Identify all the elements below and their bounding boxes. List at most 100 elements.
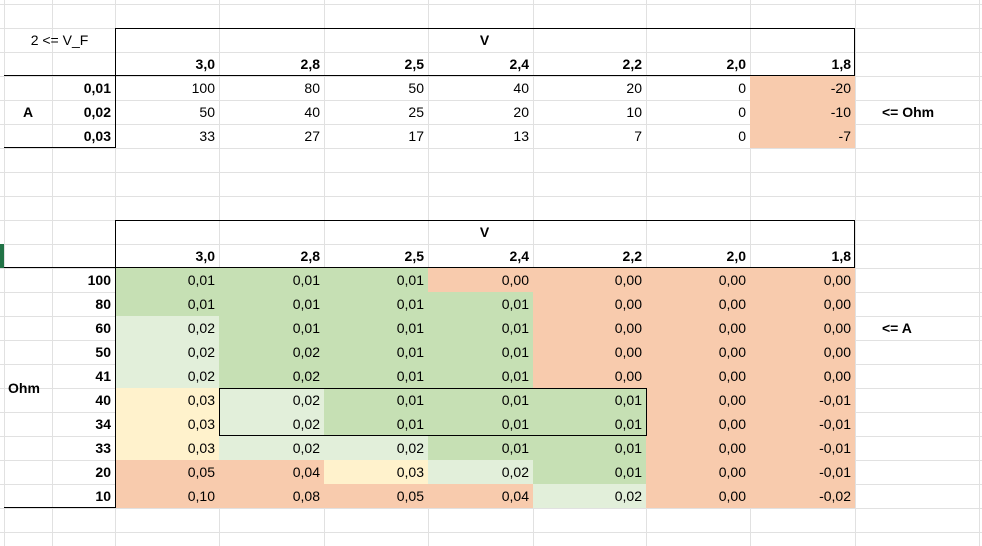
bottom-v-header[interactable]: V <box>115 220 854 244</box>
bottom-data-cell[interactable]: 0,03 <box>324 460 428 484</box>
bottom-col-header[interactable]: 2,5 <box>404 248 424 264</box>
bottom-side-note[interactable]: <= A <box>882 320 912 336</box>
bottom-data-cell[interactable]: 0,02 <box>115 340 219 364</box>
bottom-data-cell[interactable]: 0,01 <box>428 412 533 436</box>
bottom-row-label[interactable]: 40 <box>95 392 111 408</box>
top-data-cell[interactable]: 0 <box>738 104 746 120</box>
bottom-row-axis-label[interactable]: Ohm <box>8 380 40 396</box>
top-side-note[interactable]: <= Ohm <box>882 104 935 120</box>
bottom-data-cell[interactable]: 0,02 <box>115 364 219 388</box>
bottom-data-cell[interactable]: -0,01 <box>750 460 855 484</box>
bottom-data-cell[interactable]: 0,01 <box>533 388 646 412</box>
bottom-data-cell[interactable]: 0,00 <box>750 340 855 364</box>
bottom-data-cell[interactable]: 0,00 <box>428 268 533 292</box>
bottom-col-header[interactable]: 2,2 <box>622 248 642 264</box>
bottom-data-cell[interactable]: 0,01 <box>115 268 219 292</box>
bottom-data-cell[interactable]: 0,02 <box>219 388 324 412</box>
bottom-data-cell[interactable]: 0,02 <box>324 436 428 460</box>
bottom-data-cell[interactable]: 0,01 <box>324 340 428 364</box>
bottom-data-cell[interactable]: 0,02 <box>219 412 324 436</box>
top-data-cell[interactable]: 10 <box>626 104 642 120</box>
top-col-header[interactable]: 1,8 <box>831 56 851 72</box>
bottom-data-cell[interactable]: 0,00 <box>533 268 646 292</box>
top-data-cell[interactable]: 17 <box>408 128 424 144</box>
bottom-data-cell[interactable]: 0,05 <box>115 460 219 484</box>
top-data-cell[interactable]: 50 <box>408 80 424 96</box>
bottom-row-label[interactable]: 10 <box>95 488 111 504</box>
bottom-data-cell[interactable]: -0,02 <box>750 484 855 508</box>
bottom-data-cell[interactable]: 0,00 <box>646 364 750 388</box>
bottom-data-cell[interactable]: 0,00 <box>646 412 750 436</box>
bottom-data-cell[interactable]: 0,02 <box>219 364 324 388</box>
bottom-data-cell[interactable]: 0,01 <box>428 388 533 412</box>
bottom-data-cell[interactable]: 0,03 <box>115 388 219 412</box>
bottom-data-cell[interactable]: 0,00 <box>533 364 646 388</box>
bottom-data-cell[interactable]: 0,00 <box>533 292 646 316</box>
bottom-data-cell[interactable]: 0,00 <box>646 292 750 316</box>
bottom-data-cell[interactable]: 0,01 <box>428 292 533 316</box>
bottom-data-cell[interactable]: -0,01 <box>750 436 855 460</box>
bottom-data-cell[interactable]: 0,00 <box>750 316 855 340</box>
top-data-cell[interactable]: 13 <box>513 128 529 144</box>
bottom-row-label[interactable]: 50 <box>95 344 111 360</box>
bottom-data-cell[interactable]: 0,02 <box>219 436 324 460</box>
bottom-data-cell[interactable]: 0,02 <box>219 340 324 364</box>
bottom-data-cell[interactable]: 0,01 <box>533 412 646 436</box>
top-data-cell[interactable]: 33 <box>199 128 215 144</box>
bottom-data-cell[interactable]: 0,01 <box>428 316 533 340</box>
bottom-data-cell[interactable]: 0,02 <box>533 484 646 508</box>
bottom-data-cell[interactable]: 0,05 <box>324 484 428 508</box>
bottom-data-cell[interactable]: 0,01 <box>324 316 428 340</box>
bottom-data-cell[interactable]: 0,00 <box>533 340 646 364</box>
top-col-header[interactable]: 2,0 <box>726 56 746 72</box>
top-col-header[interactable]: 2,5 <box>404 56 424 72</box>
top-col-header[interactable]: 2,8 <box>300 56 320 72</box>
bottom-col-header[interactable]: 2,0 <box>726 248 746 264</box>
bottom-data-cell[interactable]: 0,10 <box>115 484 219 508</box>
bottom-col-header[interactable]: 2,8 <box>300 248 320 264</box>
top-data-cell[interactable]: 20 <box>626 80 642 96</box>
top-data-cell[interactable]: 100 <box>191 80 215 96</box>
bottom-row-label[interactable]: 33 <box>95 440 111 456</box>
bottom-data-cell[interactable]: 0,08 <box>219 484 324 508</box>
bottom-data-cell[interactable]: 0,01 <box>324 412 428 436</box>
bottom-data-cell[interactable]: -0,01 <box>750 388 855 412</box>
bottom-data-cell[interactable]: 0,01 <box>219 268 324 292</box>
top-data-cell[interactable]: -10 <box>750 100 855 124</box>
bottom-data-cell[interactable]: 0,03 <box>115 436 219 460</box>
bottom-row-label[interactable]: 100 <box>87 272 111 288</box>
bottom-data-cell[interactable]: 0,00 <box>646 316 750 340</box>
bottom-data-cell[interactable]: 0,01 <box>428 436 533 460</box>
bottom-data-cell[interactable]: 0,00 <box>646 388 750 412</box>
bottom-data-cell[interactable]: 0,00 <box>646 436 750 460</box>
bottom-data-cell[interactable]: 0,04 <box>428 484 533 508</box>
top-data-cell[interactable]: 40 <box>513 80 529 96</box>
top-v-header[interactable]: V <box>115 28 854 52</box>
bottom-data-cell[interactable]: 0,01 <box>533 460 646 484</box>
bottom-data-cell[interactable]: 0,00 <box>750 268 855 292</box>
top-col-header[interactable]: 2,4 <box>509 56 529 72</box>
bottom-col-header[interactable]: 1,8 <box>831 248 851 264</box>
bottom-data-cell[interactable]: 0,02 <box>428 460 533 484</box>
top-data-cell[interactable]: 0 <box>738 128 746 144</box>
bottom-data-cell[interactable]: 0,03 <box>115 412 219 436</box>
bottom-data-cell[interactable]: 0,01 <box>428 340 533 364</box>
bottom-row-label[interactable]: 41 <box>95 368 111 384</box>
top-data-cell[interactable]: 7 <box>634 128 642 144</box>
bottom-data-cell[interactable]: 0,01 <box>324 388 428 412</box>
bottom-data-cell[interactable]: 0,01 <box>115 292 219 316</box>
bottom-data-cell[interactable]: 0,04 <box>219 460 324 484</box>
bottom-row-label[interactable]: 80 <box>95 296 111 312</box>
bottom-data-cell[interactable]: 0,01 <box>219 316 324 340</box>
bottom-data-cell[interactable]: 0,00 <box>646 268 750 292</box>
top-row-label[interactable]: 0,02 <box>83 104 111 120</box>
top-row-axis-label[interactable]: A <box>22 104 34 120</box>
bottom-data-cell[interactable]: 0,01 <box>324 364 428 388</box>
top-data-cell[interactable]: 50 <box>199 104 215 120</box>
top-data-cell[interactable]: 40 <box>304 104 320 120</box>
top-data-cell[interactable]: 20 <box>513 104 529 120</box>
bottom-col-header[interactable]: 3,0 <box>195 248 215 264</box>
top-data-cell[interactable]: 0 <box>738 80 746 96</box>
bottom-row-label[interactable]: 20 <box>95 464 111 480</box>
top-data-cell[interactable]: 80 <box>304 80 320 96</box>
